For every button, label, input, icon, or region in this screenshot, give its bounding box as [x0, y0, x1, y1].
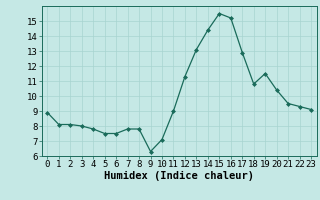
X-axis label: Humidex (Indice chaleur): Humidex (Indice chaleur) [104, 171, 254, 181]
